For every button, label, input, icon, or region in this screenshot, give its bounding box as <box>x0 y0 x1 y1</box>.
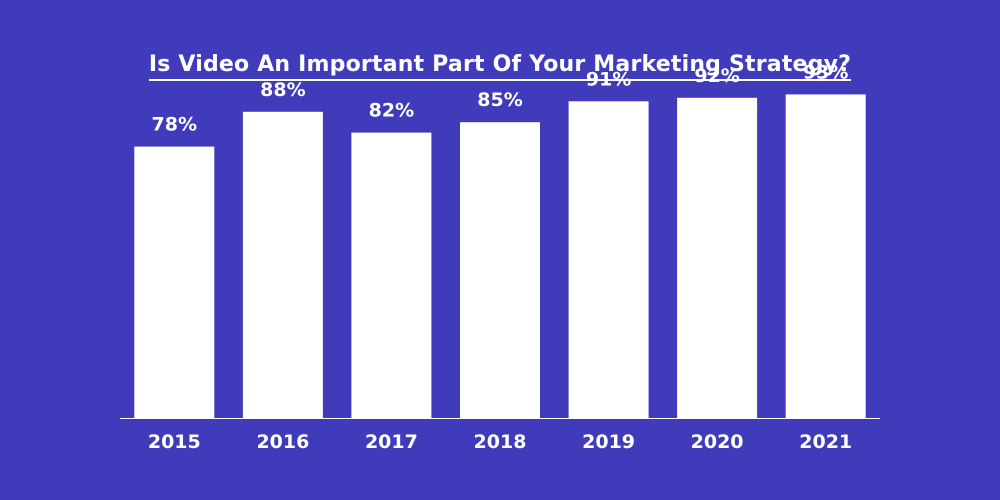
x-tick-label-2016: 2016 <box>256 431 309 453</box>
x-tick-label-2017: 2017 <box>365 431 418 453</box>
bar-2018 <box>460 122 540 418</box>
bar-2017 <box>351 132 432 418</box>
bar-2016 <box>242 111 323 419</box>
x-tick-label-2015: 2015 <box>148 431 201 453</box>
x-tick-label-2019: 2019 <box>582 431 635 453</box>
chart-title-wrap: Is Video An Important Part Of Your Marke… <box>0 52 1000 81</box>
data-label-2018: 85% <box>477 89 522 111</box>
bar-2015 <box>134 146 215 418</box>
x-tick-label-2018: 2018 <box>474 431 527 453</box>
data-label-2016: 88% <box>260 79 305 101</box>
chart-title: Is Video An Important Part Of Your Marke… <box>148 52 852 81</box>
x-tick-label-2020: 2020 <box>691 431 744 453</box>
data-label-2020: 92% <box>694 65 739 87</box>
bar-2019 <box>568 101 649 419</box>
bar-2021 <box>785 94 866 419</box>
data-label-2019: 91% <box>586 68 631 90</box>
data-label-2021: 93% <box>803 61 848 83</box>
x-tick-label-2021: 2021 <box>799 431 852 453</box>
bar-2020 <box>677 97 758 419</box>
data-label-2015: 78% <box>152 114 197 136</box>
data-label-2017: 82% <box>369 100 414 122</box>
